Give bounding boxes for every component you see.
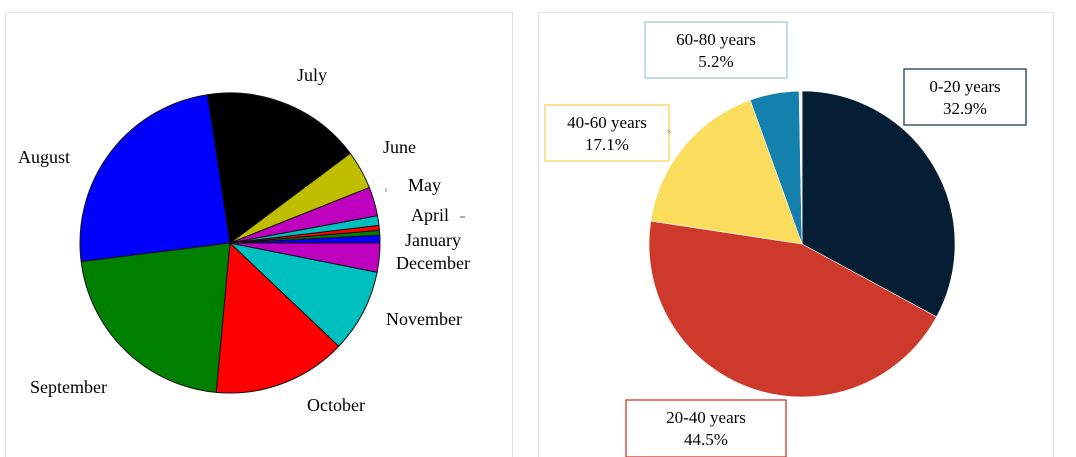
- slice-80-years: [798, 90, 803, 245]
- label-april: April: [411, 205, 449, 225]
- label-40-60-years: 40-60 years: [567, 113, 647, 132]
- label-60-80-years: 60-80 years: [676, 30, 756, 49]
- value-20-40-years: 44.5%: [684, 430, 728, 449]
- age-pie: [648, 90, 956, 398]
- slice-40-60-years: [650, 99, 803, 245]
- label-box-0-20-years: 0-20 years 32.9%: [903, 68, 1027, 126]
- label-november: November: [386, 309, 462, 329]
- label-january: January: [405, 230, 461, 250]
- label-august: August: [18, 147, 70, 167]
- label-july: July: [297, 65, 327, 85]
- slice-july: [206, 92, 351, 244]
- label-box-60-80-years: 60-80 years 5.2%: [644, 21, 788, 79]
- label-june: June: [383, 137, 416, 157]
- label-box-40-60-years: 40-60 years 17.1%: [544, 104, 670, 162]
- slice-20-40-years: [648, 220, 937, 398]
- label-box-20-40-years: 20-40 years 44.5%: [625, 399, 787, 457]
- age-labels: 0-20 years 32.9% 20-40 years 44.5% 40-60 yea…: [544, 21, 1027, 457]
- slice-october: [215, 241, 340, 394]
- month-labels: July June May April January December November O…: [18, 65, 470, 415]
- label-october: October: [307, 395, 365, 415]
- slice-0-20-years: [801, 90, 956, 318]
- slice-december: [229, 242, 381, 273]
- value-40-60-years: 17.1%: [585, 135, 629, 154]
- month-pie: [79, 92, 381, 394]
- slice-november: [228, 242, 378, 347]
- label-december: December: [396, 253, 470, 273]
- slice-september: [80, 242, 231, 393]
- value-60-80-years: 5.2%: [698, 52, 733, 71]
- slice-august: [79, 94, 231, 263]
- label-may: May: [408, 175, 441, 195]
- label-20-40-years: 20-40 years: [666, 408, 746, 427]
- label-september: September: [30, 377, 107, 397]
- value-0-20-years: 32.9%: [943, 99, 987, 118]
- label-0-20-years: 0-20 years: [929, 77, 1000, 96]
